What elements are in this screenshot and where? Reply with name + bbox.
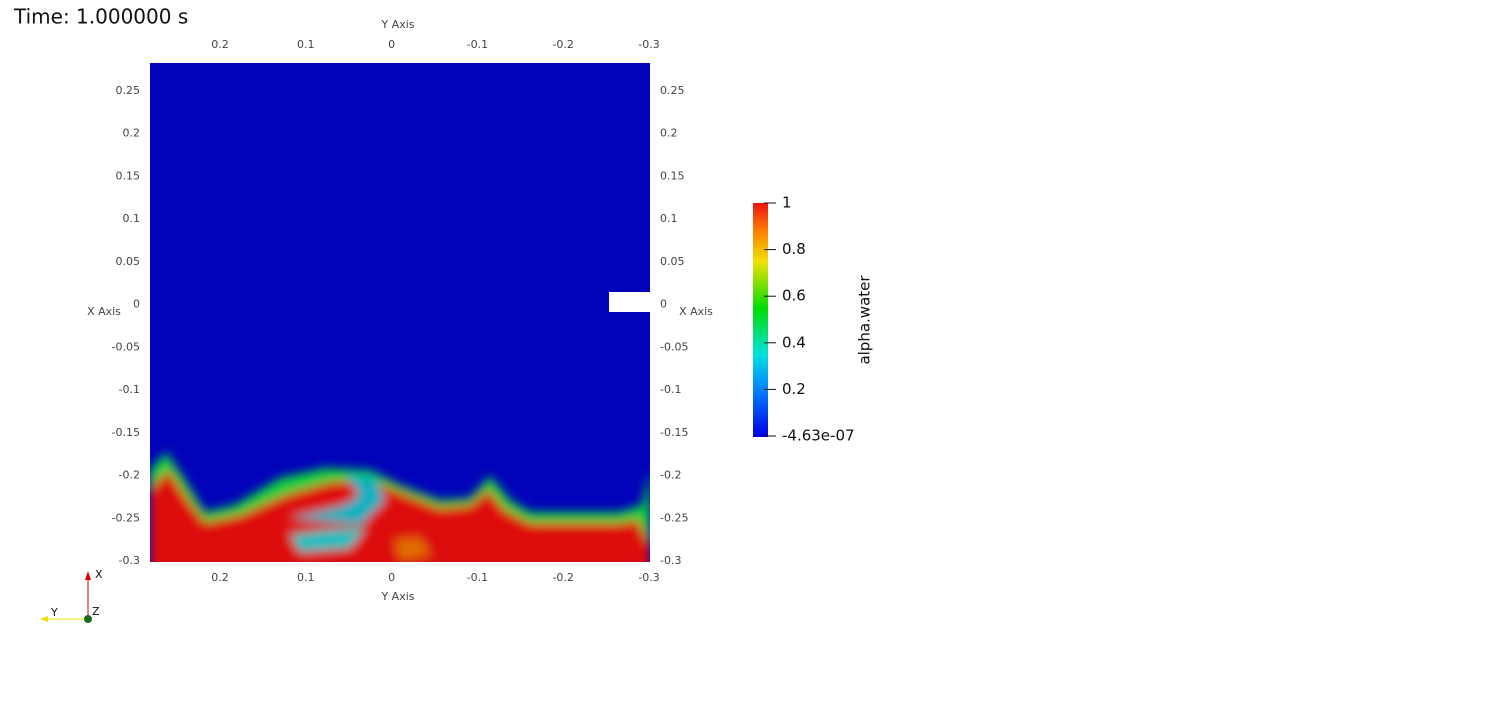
colorbar-label: 0.2 <box>782 380 806 398</box>
right-tick-label: -0.25 <box>660 511 688 524</box>
left-tick-label: 0.1 <box>123 212 141 225</box>
right-axis-title: X Axis <box>679 305 713 318</box>
top-tick-label: -0.3 <box>638 38 659 51</box>
triad-z: Z <box>92 605 100 618</box>
left-tick-label: 0.25 <box>116 84 141 97</box>
bottom-tick-label: -0.3 <box>638 571 659 584</box>
colorbar-label: -4.63e-07 <box>782 427 855 445</box>
triad-x: X <box>95 568 103 581</box>
right-tick-label: -0.2 <box>660 469 681 482</box>
colorbar-label: 0.4 <box>782 333 806 351</box>
right-tick-label: 0.2 <box>660 127 678 140</box>
top-tick-label: 0.1 <box>297 38 315 51</box>
left-tick-label: 0 <box>133 298 140 311</box>
colorbar-label: 0.8 <box>782 240 806 258</box>
colorbar <box>753 203 768 437</box>
colorbar-label: 0.6 <box>782 287 806 305</box>
bottom-tick-label: 0.2 <box>211 571 229 584</box>
triad: X Y Z <box>40 568 103 623</box>
right-tick-label: -0.15 <box>660 426 688 439</box>
left-axis-title: X Axis <box>87 305 121 318</box>
left-tick-label: -0.3 <box>119 554 140 567</box>
left-tick-label: -0.2 <box>119 469 140 482</box>
left-tick-label: 0.05 <box>116 255 141 268</box>
right-tick-label: -0.1 <box>660 383 681 396</box>
top-tick-label: -0.1 <box>467 38 488 51</box>
top-axis-title: Y Axis <box>380 18 414 31</box>
bottom-tick-label: -0.2 <box>552 571 573 584</box>
right-tick-label: 0 <box>660 298 667 311</box>
left-tick-label: 0.2 <box>123 127 141 140</box>
triad-y: Y <box>50 606 58 619</box>
bottom-axis-title: Y Axis <box>380 590 414 603</box>
field <box>150 63 650 562</box>
top-tick-label: -0.2 <box>552 38 573 51</box>
time-label: Time: 1.000000 s <box>13 5 188 29</box>
right-tick-label: 0.1 <box>660 212 678 225</box>
right-tick-label: -0.05 <box>660 340 688 353</box>
left-tick-label: 0.15 <box>116 169 141 182</box>
right-tick-label: 0.25 <box>660 84 685 97</box>
top-tick-label: 0 <box>388 38 395 51</box>
left-tick-label: -0.1 <box>119 383 140 396</box>
left-tick-label: -0.15 <box>112 426 140 439</box>
top-tick-label: 0.2 <box>211 38 229 51</box>
bottom-tick-label: -0.1 <box>467 571 488 584</box>
colorbar-title: alpha.water <box>856 275 874 365</box>
left-tick-label: -0.25 <box>112 511 140 524</box>
right-tick-label: 0.15 <box>660 169 685 182</box>
colorbar-label: 1 <box>782 194 792 212</box>
bottom-tick-label: 0 <box>388 571 395 584</box>
right-tick-label: 0.05 <box>660 255 685 268</box>
right-tick-label: -0.3 <box>660 554 681 567</box>
bottom-tick-label: 0.1 <box>297 571 315 584</box>
left-tick-label: -0.05 <box>112 340 140 353</box>
